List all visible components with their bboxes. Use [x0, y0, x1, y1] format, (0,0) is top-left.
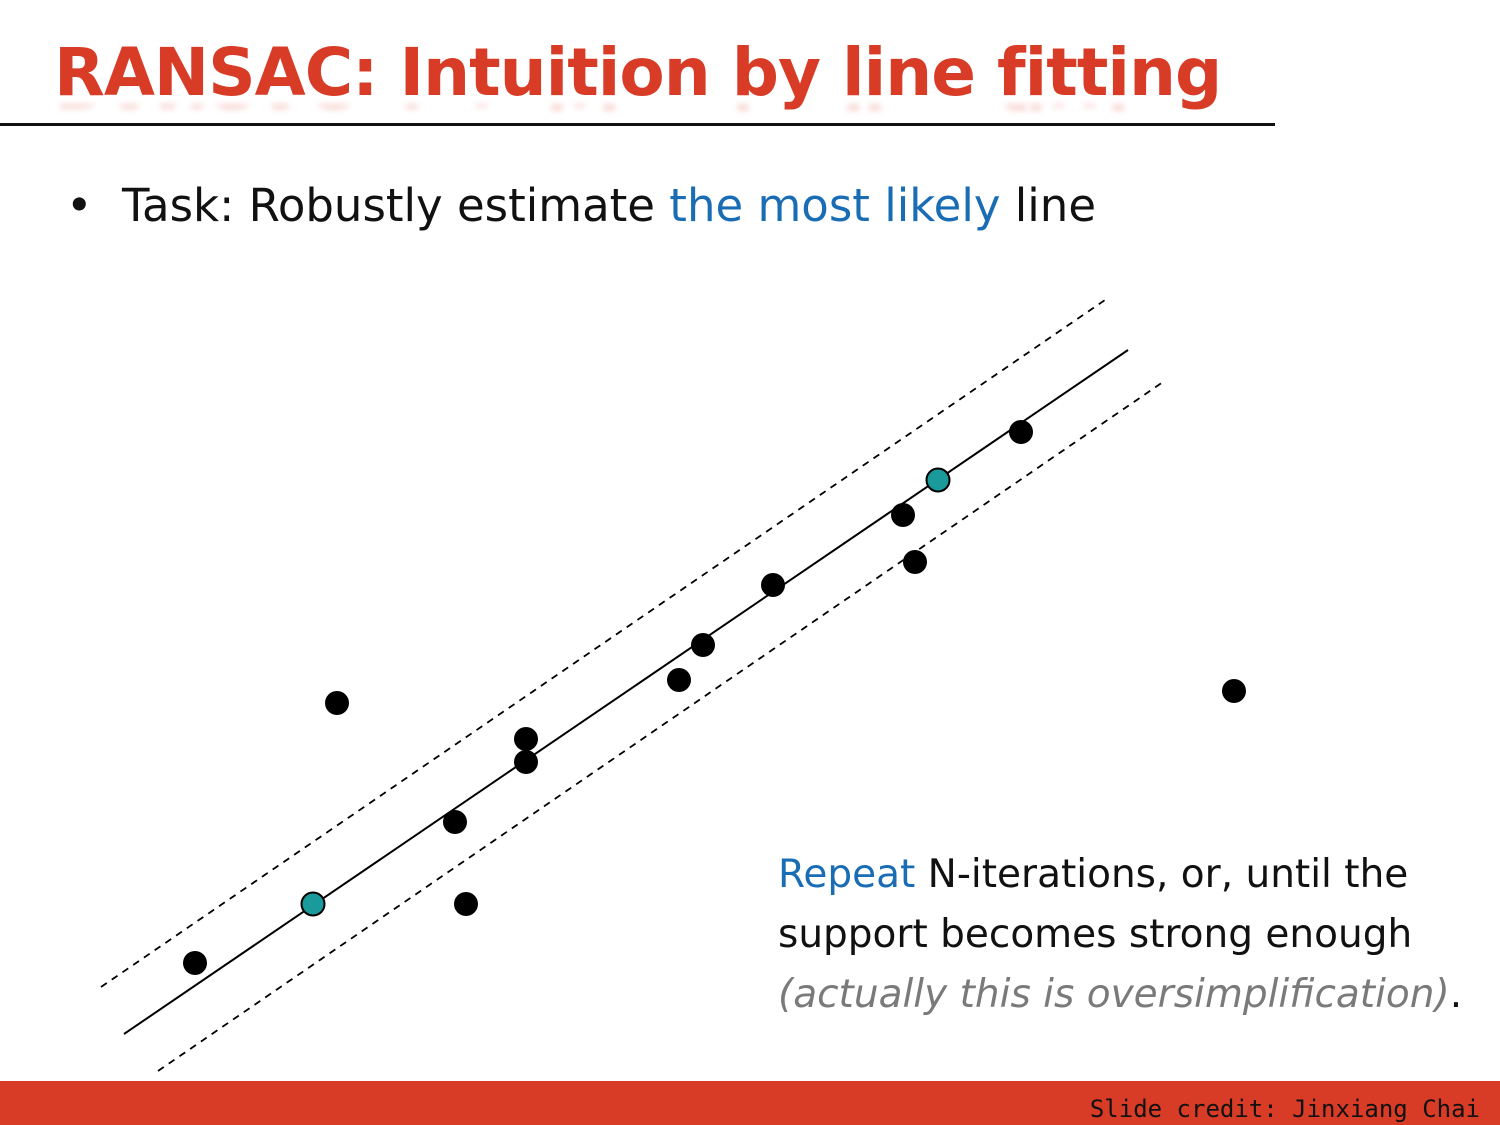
- data-point: [1222, 679, 1246, 703]
- caption-text: N-iterations, or, until the support beco…: [778, 852, 1413, 957]
- bullet-marker: •: [66, 179, 93, 232]
- bullet-text-prefix: Task: Robustly estimate: [122, 179, 670, 232]
- title-underline: [0, 123, 1275, 126]
- bullet-highlight: the most likely: [669, 179, 1001, 232]
- data-point: [667, 668, 691, 692]
- slide-title: RANSAC: Intuition by line fitting: [54, 34, 1222, 111]
- repeat-caption: Repeat N-iterations, or, until the suppo…: [778, 845, 1498, 1025]
- data-point: [761, 573, 785, 597]
- sample-point: [300, 891, 326, 917]
- data-point: [325, 691, 349, 715]
- caption-end: .: [1449, 972, 1463, 1017]
- data-point: [183, 951, 207, 975]
- data-point: [454, 892, 478, 916]
- data-point: [691, 633, 715, 657]
- data-point: [891, 503, 915, 527]
- sample-point: [925, 467, 951, 493]
- task-bullet: • Task: Robustly estimate the most likely…: [66, 176, 1096, 236]
- data-point: [903, 550, 927, 574]
- footer-bar: [0, 1081, 1500, 1125]
- data-point: [1009, 420, 1033, 444]
- data-point: [514, 750, 538, 774]
- lower-threshold-line: [157, 381, 1164, 1072]
- slide-credit: Slide credit: Jinxiang Chai: [1089, 1095, 1480, 1123]
- fitted-line: [123, 349, 1129, 1035]
- bullet-text-suffix: line: [1000, 179, 1097, 232]
- data-point: [443, 810, 467, 834]
- data-point: [514, 727, 538, 751]
- caption-highlight: Repeat: [778, 852, 916, 897]
- caption-aside: (actually this is oversimplification): [778, 972, 1450, 1017]
